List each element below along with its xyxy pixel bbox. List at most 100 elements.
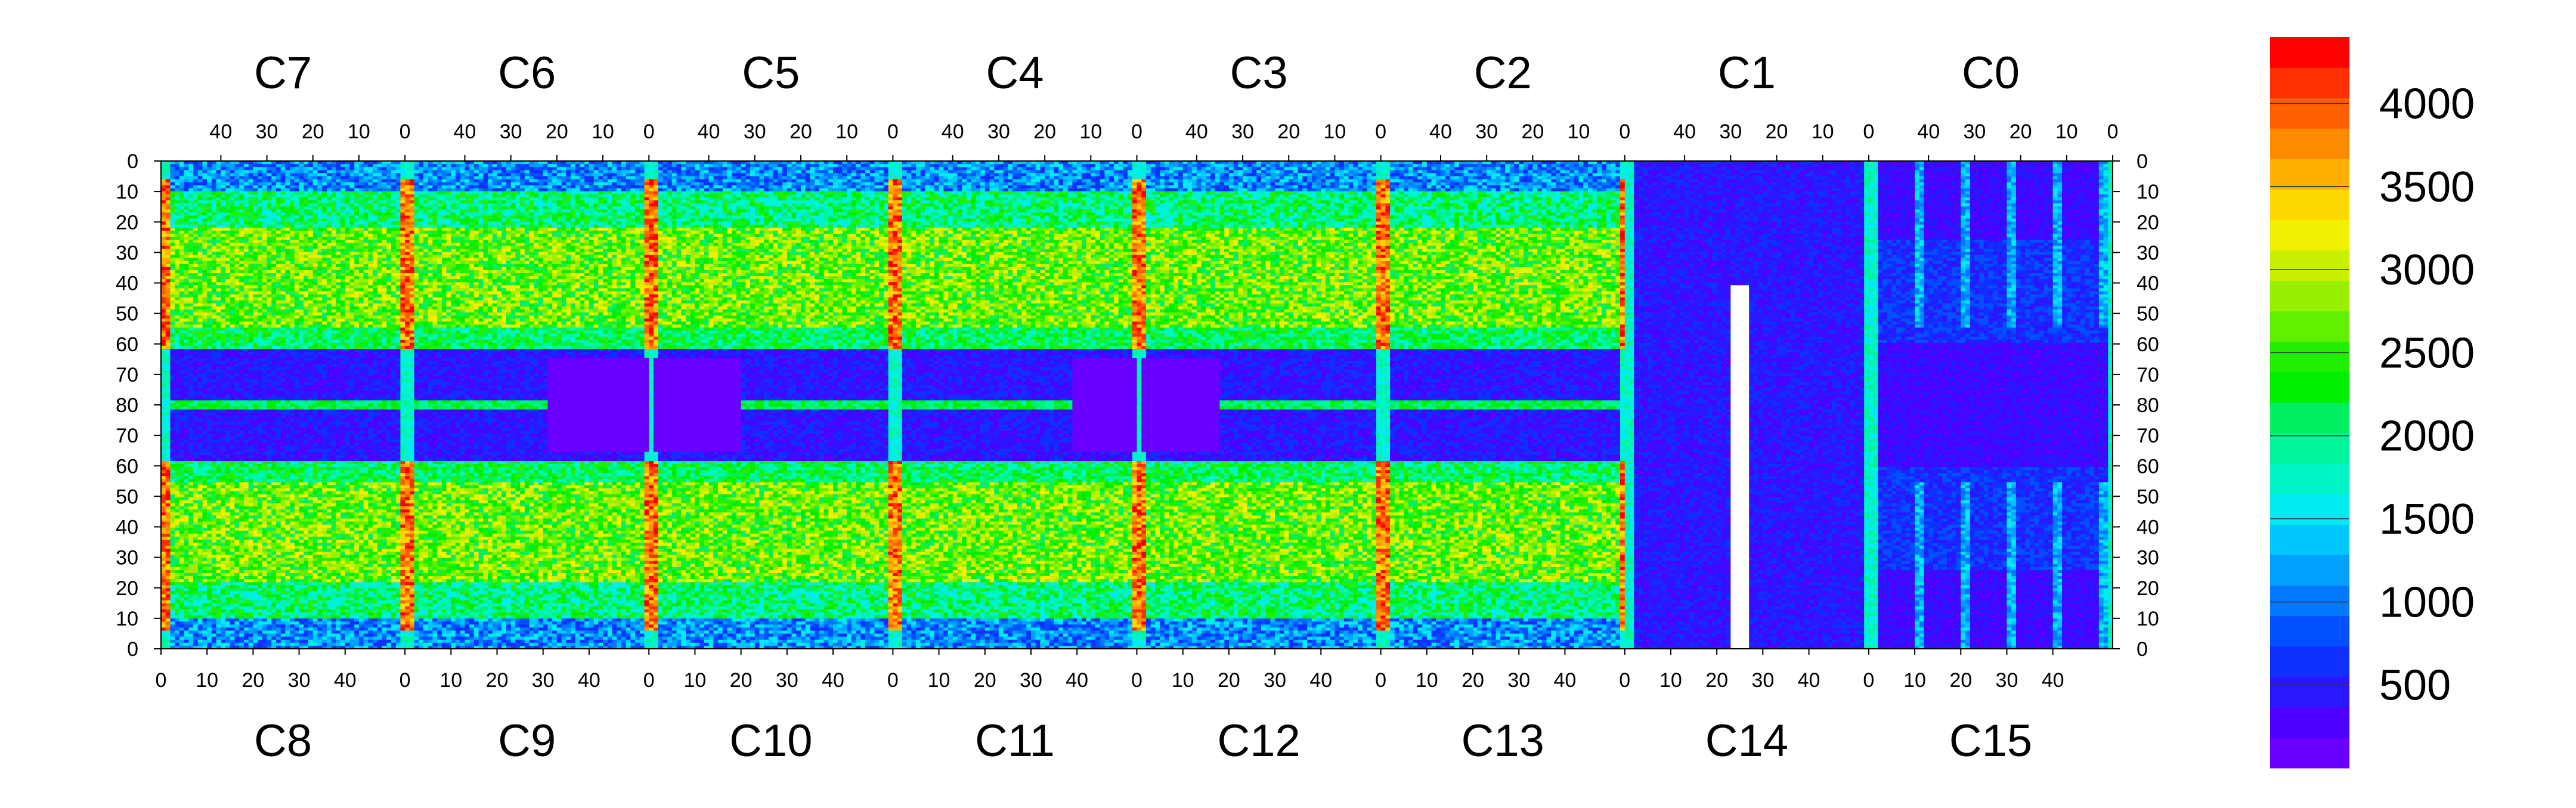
heatmap-cell	[276, 222, 281, 225]
heatmap-cell	[161, 519, 166, 522]
heatmap-cell	[188, 407, 193, 410]
heatmap-cell	[244, 570, 249, 573]
heatmap-cell	[276, 455, 281, 458]
heatmap-cell	[249, 179, 253, 182]
heatmap-cell	[179, 531, 184, 534]
heatmap-cell	[267, 237, 272, 240]
heatmap-cell	[235, 439, 240, 442]
heatmap-cell	[235, 255, 240, 258]
heatmap-cell	[161, 525, 166, 528]
heatmap-cell	[221, 243, 225, 246]
heatmap-cell	[202, 249, 207, 255]
heatmap-cell	[239, 203, 244, 210]
heatmap-cell	[207, 252, 212, 255]
heatmap-cell	[230, 470, 235, 473]
heatmap-cell	[161, 285, 166, 295]
heatmap-cell	[207, 543, 212, 546]
heatmap-cell	[212, 543, 216, 546]
heatmap-cell	[230, 615, 235, 618]
heatmap-cell	[276, 407, 281, 410]
heatmap-cell	[216, 222, 221, 225]
heatmap-cell	[271, 582, 276, 585]
heatmap-cell	[253, 361, 258, 364]
heatmap-cell	[216, 215, 221, 218]
heatmap-cell	[179, 582, 184, 585]
heatmap-cell	[166, 509, 171, 512]
heatmap-cell	[212, 612, 216, 615]
heatmap-cell	[216, 273, 221, 276]
heatmap-cell	[262, 434, 267, 440]
heatmap-cell	[175, 334, 179, 337]
heatmap-cell	[212, 634, 216, 637]
heatmap-cell	[249, 522, 253, 525]
heatmap-cell	[161, 376, 166, 379]
heatmap-cell	[262, 643, 267, 646]
heatmap-cell	[262, 519, 267, 522]
heatmap-cell	[276, 576, 281, 579]
heatmap-cell	[166, 288, 171, 298]
heatmap-cell	[239, 403, 244, 410]
heatmap-cell	[170, 346, 175, 349]
heatmap-cell	[258, 470, 262, 473]
heatmap-cell	[249, 234, 253, 237]
heatmap-cell	[202, 455, 207, 458]
heatmap-cell	[225, 506, 230, 513]
heatmap-cell	[262, 373, 267, 376]
heatmap-cell	[188, 470, 193, 473]
heatmap-cell	[216, 606, 221, 609]
heatmap-cell	[179, 552, 184, 555]
heatmap-cell	[221, 318, 225, 321]
heatmap-cell	[216, 343, 221, 349]
heatmap-cell	[249, 585, 253, 588]
heatmap-cell	[239, 309, 244, 312]
heatmap-cell	[230, 273, 235, 276]
heatmap-cell	[258, 606, 262, 609]
heatmap-cell	[221, 188, 225, 191]
heatmap-cell	[184, 491, 189, 494]
heatmap-cell	[262, 470, 267, 479]
heatmap-cell	[230, 197, 235, 200]
heatmap-cell	[249, 573, 253, 576]
heatmap-cell	[166, 194, 171, 197]
heatmap-cell	[212, 312, 216, 315]
heatmap-cell	[258, 391, 262, 394]
heatmap-cell	[239, 343, 244, 346]
heatmap-cell	[188, 231, 193, 234]
heatmap-cell	[258, 525, 262, 528]
heatmap-cell	[216, 200, 221, 203]
heatmap-cell	[161, 624, 166, 627]
heatmap-cell	[235, 509, 240, 512]
heatmap-cell	[230, 522, 235, 525]
heatmap-cell	[175, 637, 179, 640]
heatmap-cell	[193, 618, 198, 621]
heatmap-cell	[161, 585, 166, 588]
heatmap-cell	[198, 273, 203, 276]
heatmap-cell	[244, 298, 249, 301]
heatmap-cell	[184, 479, 189, 482]
heatmap-cell	[258, 361, 262, 367]
heatmap-cell	[207, 225, 212, 228]
heatmap-cell	[202, 615, 207, 618]
heatmap-cell	[175, 291, 179, 294]
heatmap-cell	[281, 237, 286, 240]
heatmap-cell	[258, 304, 262, 310]
heatmap-cell	[239, 419, 244, 422]
heatmap-cell	[271, 476, 276, 479]
heatmap-cell	[230, 349, 235, 352]
heatmap-cell	[184, 215, 189, 218]
heatmap-cell	[193, 376, 198, 383]
heatmap-cell	[188, 585, 193, 595]
heatmap-cell	[198, 343, 203, 346]
heatmap-cell	[166, 476, 171, 479]
heatmap-cell	[179, 512, 184, 515]
heatmap-cell	[193, 436, 198, 439]
heatmap-cell	[193, 537, 198, 540]
heatmap-cell	[267, 215, 272, 222]
heatmap-cell	[184, 600, 189, 607]
heatmap-cell	[225, 579, 230, 582]
heatmap-cell	[216, 288, 221, 291]
heatmap-cell	[202, 519, 207, 522]
heatmap-cell	[239, 225, 244, 228]
heatmap-cell	[239, 170, 244, 173]
heatmap-cell	[262, 494, 267, 497]
